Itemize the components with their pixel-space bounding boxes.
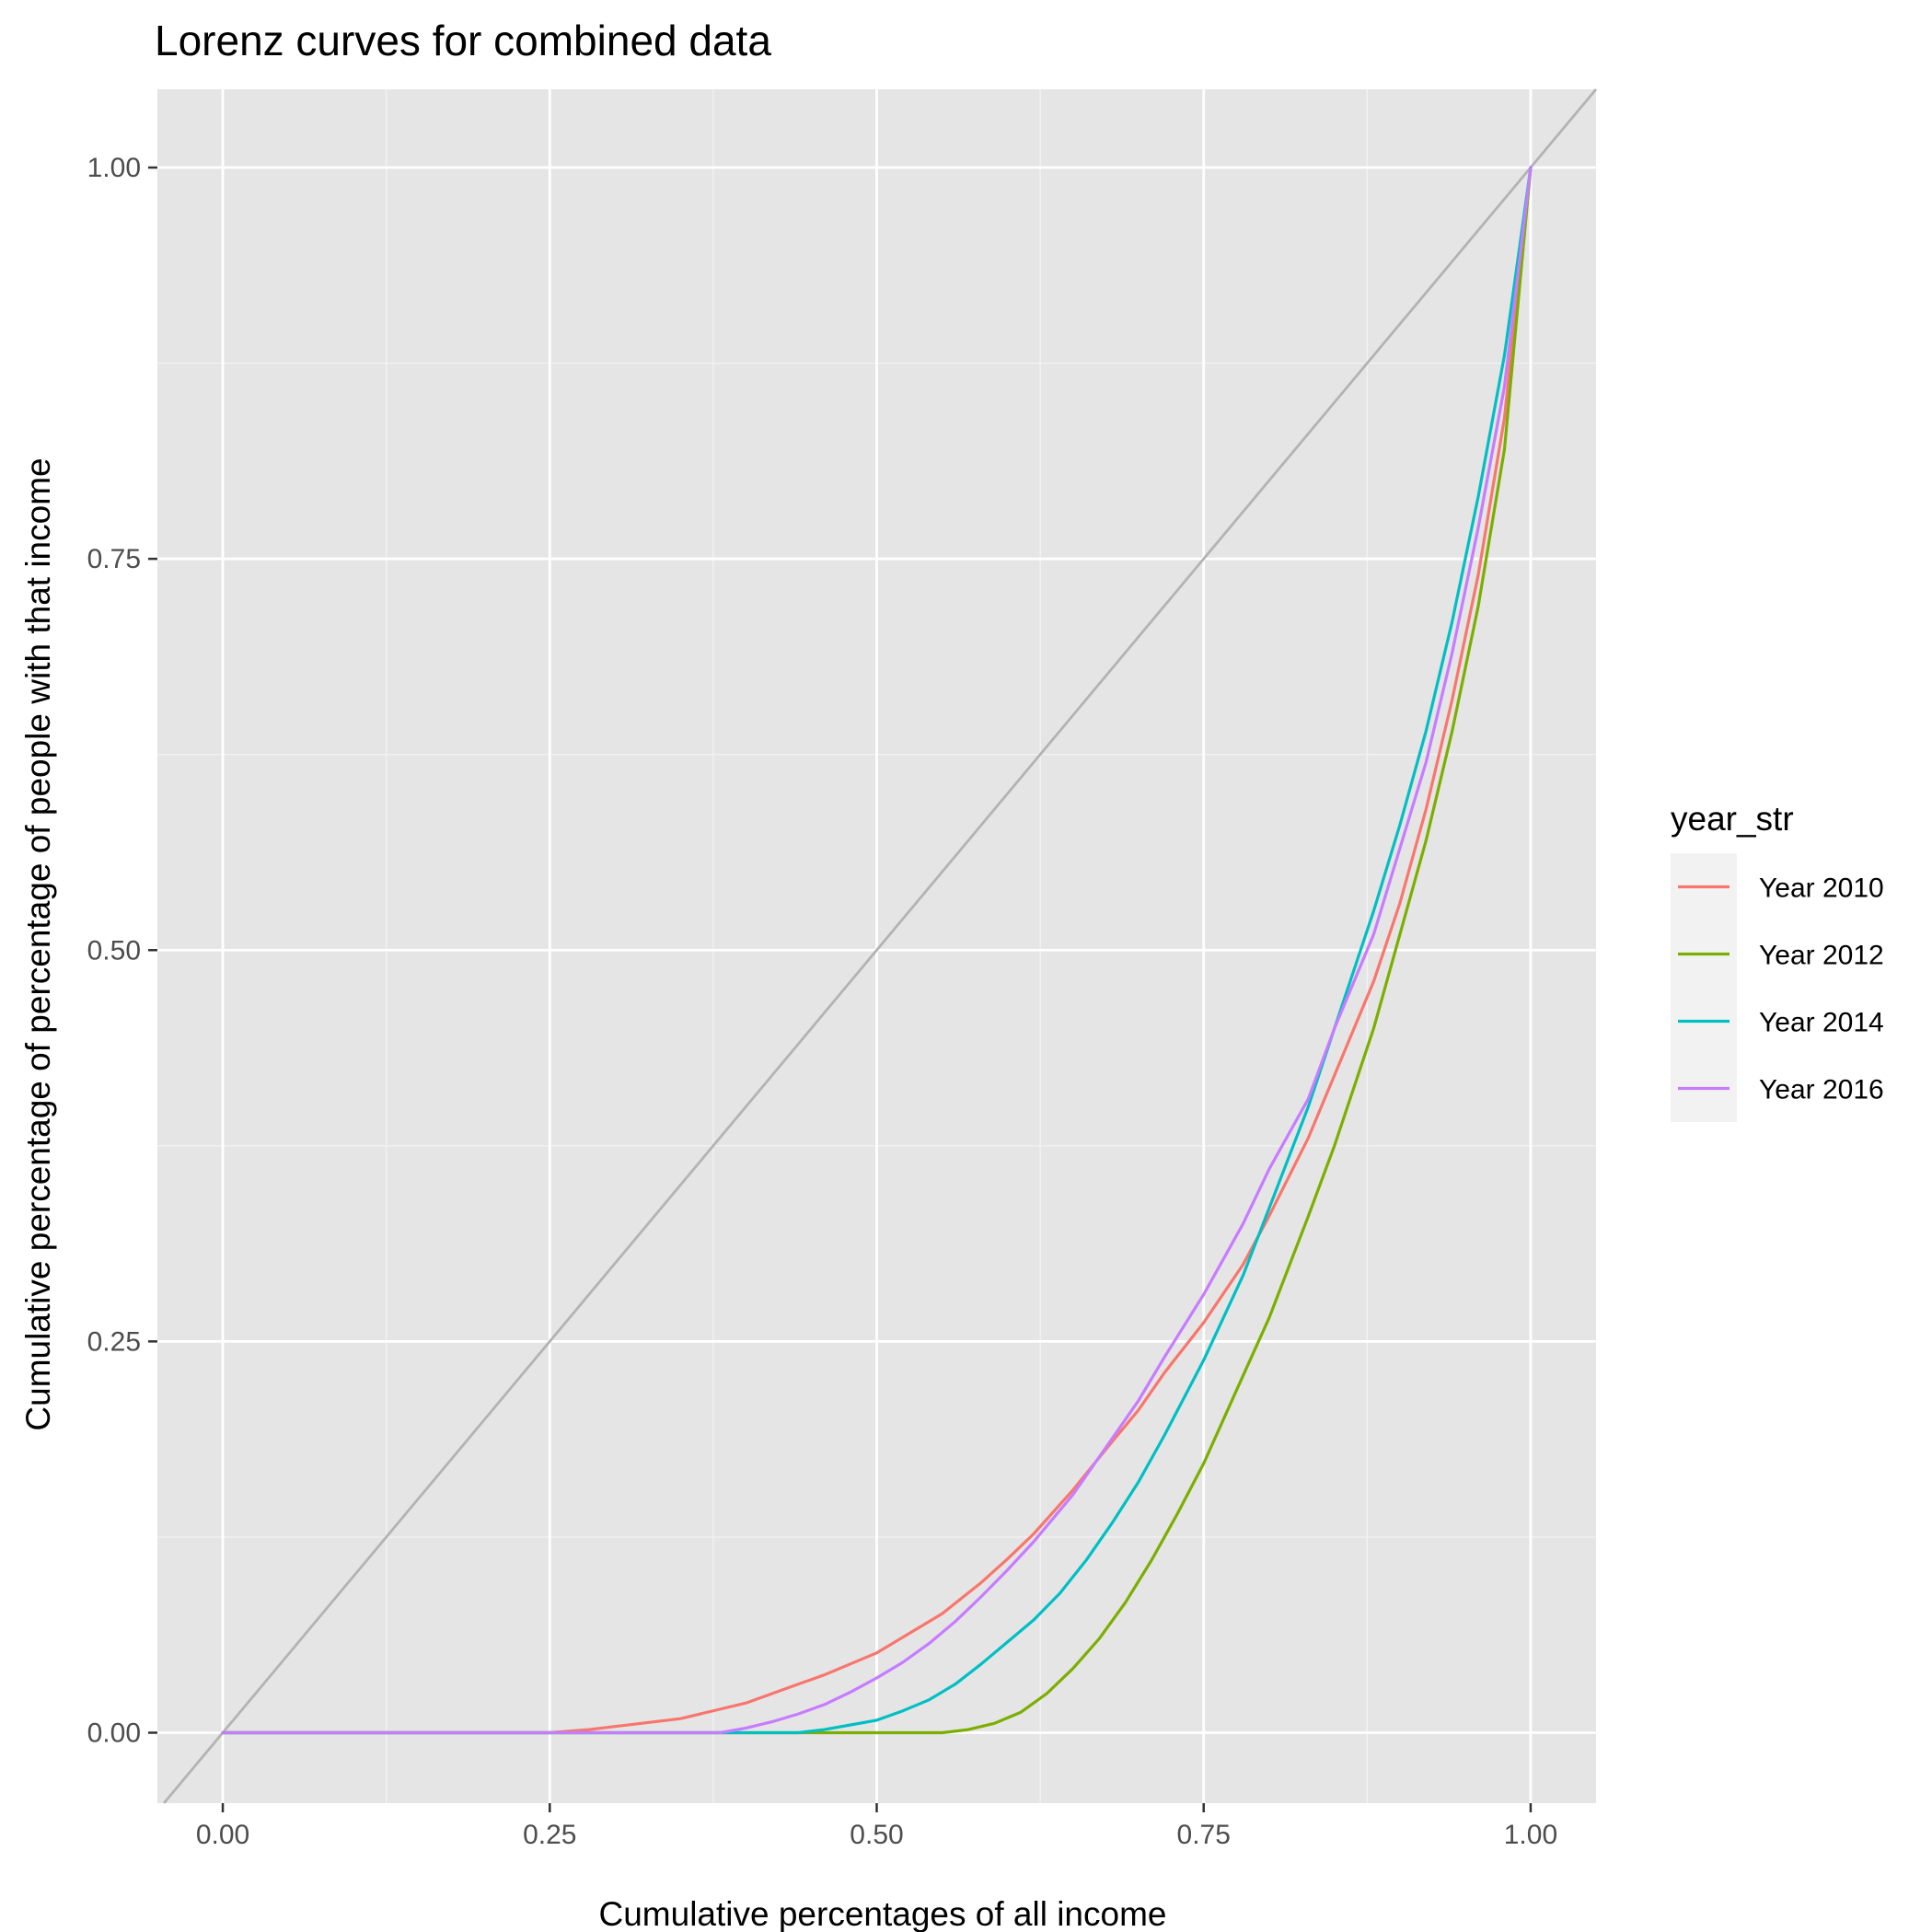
chart-title: Lorenz curves for combined data <box>155 17 771 64</box>
legend-key-background <box>1671 853 1737 1122</box>
x-axis-title: Cumulative percentages of all income <box>599 1895 1167 1932</box>
x-tick-label: 0.50 <box>850 1820 903 1850</box>
axes: 0.00 0.25 0.50 0.75 1.00 0.00 0.25 0.50 0.75 1.00 <box>87 153 1558 1850</box>
series-line-year-2014 <box>221 166 1533 1735</box>
series-line-year-2010 <box>221 166 1533 1735</box>
series-line-year-2012 <box>221 166 1533 1735</box>
legend-label: Year 2012 <box>1759 941 1884 971</box>
y-tick-label: 0.50 <box>87 935 141 966</box>
x-tick-label: 1.00 <box>1504 1820 1557 1850</box>
y-tick-label: 1.00 <box>87 153 141 183</box>
legend-label: Year 2010 <box>1759 873 1884 904</box>
y-tick-label: 0.00 <box>87 1718 141 1748</box>
legend: year_str Year 2010 Year 2012 Year 2014 Year… <box>1671 800 1884 1122</box>
x-tick-label: 0.75 <box>1177 1820 1231 1850</box>
x-tick-label: 0.00 <box>196 1820 249 1850</box>
y-axis-title: Cumulative percentage of percentage of p… <box>19 457 57 1430</box>
reference-diagonal <box>163 88 1598 1804</box>
legend-label: Year 2014 <box>1759 1008 1884 1038</box>
series-lines <box>221 166 1533 1735</box>
y-tick-label: 0.25 <box>87 1326 141 1357</box>
legend-title: year_str <box>1671 800 1794 838</box>
y-tick-label: 0.75 <box>87 544 141 574</box>
reference-line-equality <box>163 88 1598 1804</box>
legend-label: Year 2016 <box>1759 1075 1884 1105</box>
series-line-year-2016 <box>221 166 1533 1735</box>
x-tick-label: 0.25 <box>523 1820 576 1850</box>
